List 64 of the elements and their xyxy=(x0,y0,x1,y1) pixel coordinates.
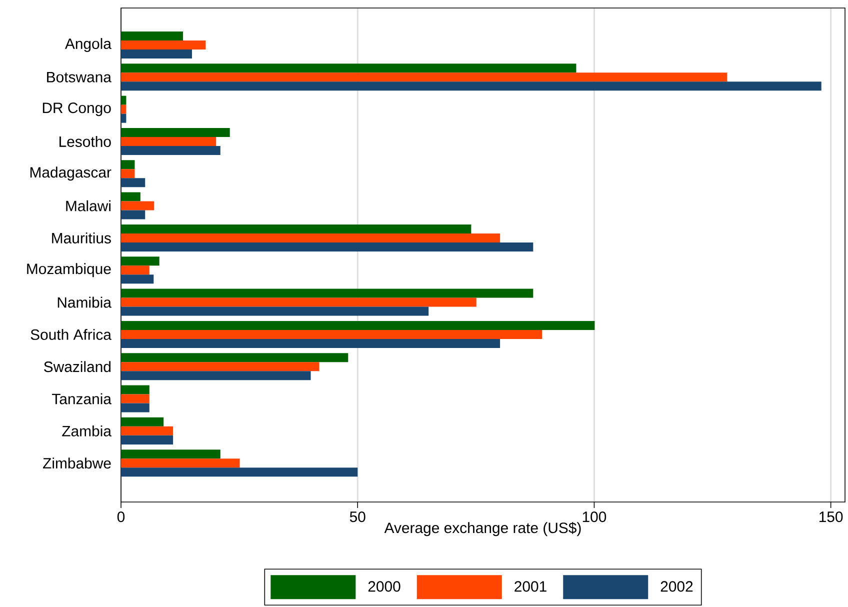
bar xyxy=(121,72,728,82)
y-tick-label: Madagascar xyxy=(30,166,112,181)
x-tick-label: 50 xyxy=(350,512,366,522)
bar xyxy=(121,403,150,412)
bar xyxy=(121,201,154,210)
bar xyxy=(121,468,358,477)
x-axis-title: Average exchange rate (US$) xyxy=(384,522,581,536)
bar xyxy=(121,160,135,170)
y-tick-label: Angola xyxy=(64,38,112,52)
bar xyxy=(121,40,206,50)
bar xyxy=(121,178,146,188)
bar xyxy=(121,362,320,372)
text: 2001 xyxy=(514,581,546,592)
bar xyxy=(121,306,429,316)
bar xyxy=(121,320,595,330)
bar xyxy=(121,224,472,234)
y-tick-label: Mozambique xyxy=(27,263,111,278)
bar xyxy=(121,96,126,105)
bar xyxy=(121,274,154,284)
bar xyxy=(121,426,174,436)
bar xyxy=(121,338,500,348)
y-tick-label: Botswana xyxy=(47,72,112,82)
bar xyxy=(121,104,126,114)
bar xyxy=(121,114,126,123)
bar xyxy=(121,298,476,307)
bar xyxy=(121,49,192,58)
bar xyxy=(121,385,150,394)
y-tick-label: Lesotho xyxy=(60,136,111,147)
bar xyxy=(121,266,150,275)
x-tick-label: 150 xyxy=(819,512,843,522)
bar xyxy=(121,394,150,404)
bar xyxy=(121,288,534,298)
x-tick-label: 100 xyxy=(582,512,606,522)
bar xyxy=(121,31,183,40)
bar xyxy=(121,169,135,178)
bar xyxy=(121,128,230,137)
bar xyxy=(121,146,220,155)
bar xyxy=(121,435,174,444)
bar xyxy=(121,458,240,468)
y-tick-label: Mauritius xyxy=(52,232,111,244)
bar xyxy=(121,371,311,380)
bar xyxy=(121,82,822,91)
y-tick-label: Swaziland xyxy=(44,361,110,372)
y-tick-label: Namibia xyxy=(58,296,112,308)
bar xyxy=(121,192,140,202)
y-tick-label: Zimbabwe xyxy=(43,458,111,469)
y-tick-label: Malawi xyxy=(66,200,110,212)
y-tick-label: South Africa xyxy=(30,328,112,340)
bar xyxy=(121,330,542,339)
bar xyxy=(121,450,220,459)
y-tick-label: Tanzania xyxy=(52,393,112,404)
bar xyxy=(121,242,534,252)
y-tick-label: DR Congo xyxy=(42,102,111,116)
x-tick-label: 0 xyxy=(117,512,125,522)
bar xyxy=(121,417,164,426)
bar xyxy=(121,210,146,220)
text: 2000 xyxy=(368,581,400,592)
text: 2002 xyxy=(660,581,693,592)
bar xyxy=(121,64,576,73)
bar xyxy=(121,256,160,266)
bar xyxy=(121,353,348,362)
bar xyxy=(121,136,216,146)
y-tick-label: Zambia xyxy=(62,425,112,436)
bar xyxy=(121,233,500,242)
